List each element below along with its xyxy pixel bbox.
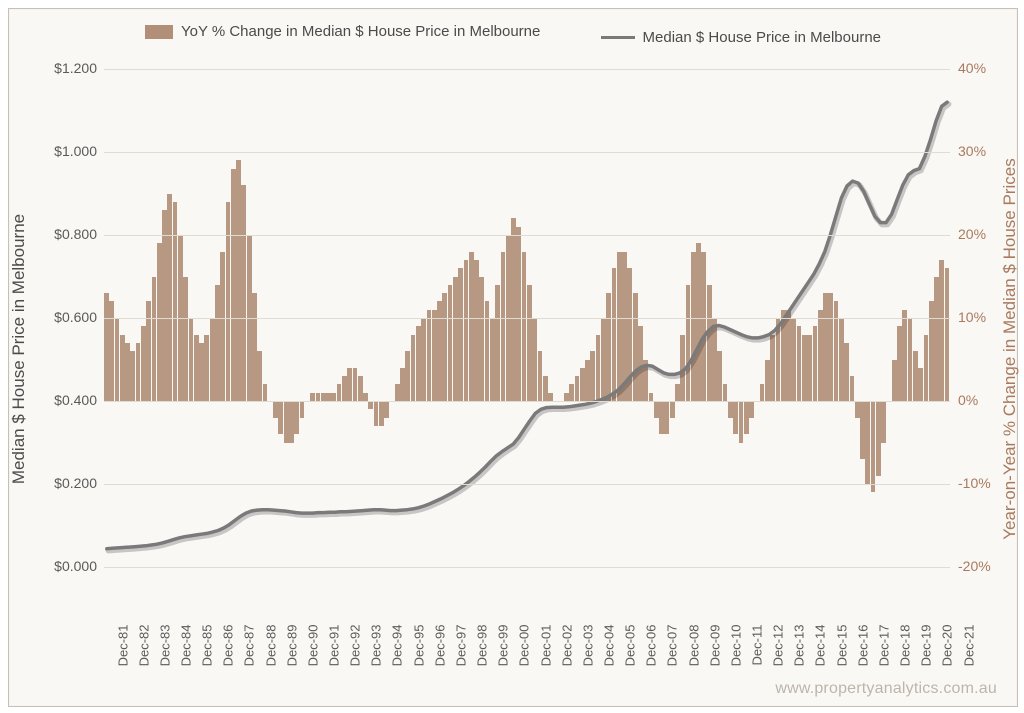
x-tick-label: Dec-99 — [496, 625, 511, 705]
x-tick-label: Dec-82 — [136, 625, 151, 705]
x-tick-label: Dec-09 — [707, 625, 722, 705]
x-tick-label: Dec-02 — [559, 625, 574, 705]
plot-area: $0.000$0.200$0.400$0.600$0.800$1.000$1.2… — [104, 69, 950, 568]
gridline — [104, 401, 950, 402]
gridline — [104, 318, 950, 319]
x-tick-label: Dec-90 — [305, 625, 320, 705]
x-tick-label: Dec-10 — [728, 625, 743, 705]
x-tick-label: Dec-91 — [327, 625, 342, 705]
y-right-tick-label: 0% — [958, 392, 1003, 408]
y-left-tick-label: $1.200 — [42, 60, 97, 76]
y-right-tick-label: -20% — [958, 558, 1003, 574]
y-right-tick-label: 40% — [958, 60, 1003, 76]
y-left-tick-label: $0.400 — [42, 392, 97, 408]
x-tick-label: Dec-85 — [200, 625, 215, 705]
x-tick-label: Dec-01 — [538, 625, 553, 705]
y-right-tick-label: 10% — [958, 309, 1003, 325]
legend: YoY % Change in Median $ House Price in … — [9, 23, 1017, 46]
legend-line-label: Median $ House Price in Melbourne — [643, 29, 881, 46]
y-right-tick-label: 20% — [958, 226, 1003, 242]
y-left-tick-label: $0.800 — [42, 226, 97, 242]
bar-swatch-icon — [145, 25, 173, 39]
x-tick-label: Dec-00 — [517, 625, 532, 705]
gridline — [104, 152, 950, 153]
gridline — [104, 235, 950, 236]
gridline — [104, 484, 950, 485]
y-axis-left-title: Median $ House Price in Melbourne — [9, 139, 29, 559]
x-tick-label: Dec-84 — [178, 625, 193, 705]
legend-bar-label: YoY % Change in Median $ House Price in … — [181, 23, 540, 40]
x-tick-label: Dec-98 — [475, 625, 490, 705]
x-tick-label: Dec-87 — [242, 625, 257, 705]
x-tick-label: Dec-86 — [221, 625, 236, 705]
x-tick-label: Dec-88 — [263, 625, 278, 705]
x-tick-label: Dec-83 — [157, 625, 172, 705]
chart-frame: YoY % Change in Median $ House Price in … — [8, 8, 1018, 707]
gridline — [104, 567, 950, 568]
x-tick-label: Dec-05 — [623, 625, 638, 705]
y-left-tick-label: $0.200 — [42, 475, 97, 491]
x-tick-label: Dec-08 — [686, 625, 701, 705]
x-tick-label: Dec-93 — [369, 625, 384, 705]
x-tick-label: Dec-04 — [601, 625, 616, 705]
x-axis-labels: Dec-81Dec-82Dec-83Dec-84Dec-85Dec-86Dec-… — [104, 571, 950, 681]
line-swatch-icon — [601, 36, 635, 39]
legend-item-line: Median $ House Price in Melbourne — [601, 29, 881, 46]
x-tick-label: Dec-96 — [432, 625, 447, 705]
y-right-tick-label: -10% — [958, 475, 1003, 491]
y-left-tick-label: $0.000 — [42, 558, 97, 574]
y-right-tick-label: 30% — [958, 143, 1003, 159]
y-left-tick-label: $0.600 — [42, 309, 97, 325]
y-left-tick-label: $1.000 — [42, 143, 97, 159]
y-axis-right-title: Year-on-Year % Change in Median $ House … — [1000, 114, 1020, 584]
legend-item-bars: YoY % Change in Median $ House Price in … — [145, 23, 540, 40]
x-tick-label: Dec-06 — [644, 625, 659, 705]
watermark: www.propertyanalytics.com.au — [775, 680, 997, 698]
x-tick-label: Dec-94 — [390, 625, 405, 705]
x-tick-label: Dec-89 — [284, 625, 299, 705]
x-tick-label: Dec-11 — [750, 625, 765, 705]
x-tick-label: Dec-97 — [453, 625, 468, 705]
x-tick-label: Dec-03 — [580, 625, 595, 705]
x-tick-label: Dec-07 — [665, 625, 680, 705]
x-tick-label: Dec-92 — [348, 625, 363, 705]
x-tick-label: Dec-81 — [115, 625, 130, 705]
x-tick-label: Dec-95 — [411, 625, 426, 705]
gridline — [104, 69, 950, 70]
